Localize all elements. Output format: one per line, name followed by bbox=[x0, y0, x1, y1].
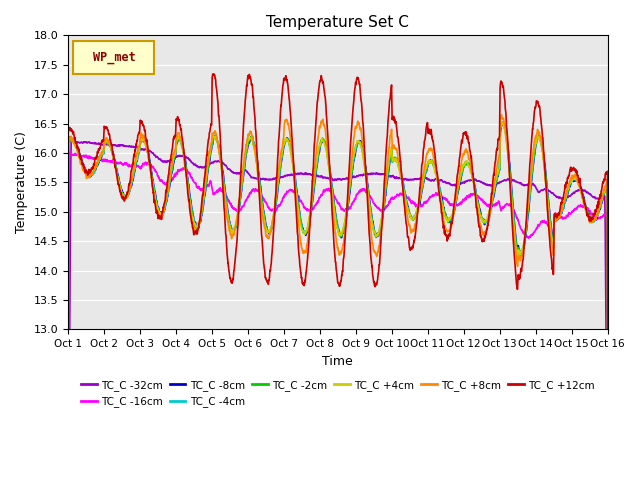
Line: TC_C -4cm: TC_C -4cm bbox=[68, 123, 608, 329]
TC_C -2cm bbox=[236, 202, 243, 208]
TC_C -32cm bbox=[441, 179, 449, 185]
TC_C +4cm bbox=[64, 326, 72, 332]
TC_C -8cm bbox=[64, 326, 72, 332]
Line: TC_C -2cm: TC_C -2cm bbox=[68, 122, 608, 329]
TC_C -8cm bbox=[470, 177, 477, 182]
TC_C -32cm bbox=[236, 170, 243, 176]
TC_C +8cm bbox=[236, 197, 243, 203]
TC_C -8cm bbox=[604, 326, 612, 332]
TC_C -2cm bbox=[64, 326, 72, 332]
Y-axis label: Temperature (C): Temperature (C) bbox=[15, 132, 28, 233]
TC_C -16cm bbox=[236, 206, 243, 212]
TC_C -2cm bbox=[604, 326, 612, 332]
Text: WP_met: WP_met bbox=[93, 51, 135, 64]
Line: TC_C -16cm: TC_C -16cm bbox=[68, 151, 608, 329]
TC_C -8cm bbox=[236, 206, 243, 212]
Line: TC_C -8cm: TC_C -8cm bbox=[68, 123, 608, 329]
Line: TC_C +4cm: TC_C +4cm bbox=[68, 122, 608, 329]
TC_C -16cm bbox=[470, 191, 477, 197]
Title: Temperature Set C: Temperature Set C bbox=[266, 15, 410, 30]
TC_C -4cm bbox=[604, 326, 612, 332]
X-axis label: Time: Time bbox=[323, 355, 353, 368]
TC_C +8cm bbox=[509, 224, 517, 230]
TC_C -4cm bbox=[440, 208, 448, 214]
TC_C -16cm bbox=[67, 148, 75, 154]
TC_C +4cm bbox=[499, 119, 506, 125]
TC_C -4cm bbox=[509, 210, 517, 216]
TC_C -32cm bbox=[441, 179, 449, 184]
Line: TC_C +12cm: TC_C +12cm bbox=[68, 74, 608, 329]
TC_C +12cm bbox=[64, 326, 72, 332]
TC_C -32cm bbox=[470, 177, 477, 183]
TC_C +4cm bbox=[236, 201, 243, 206]
TC_C -32cm bbox=[406, 177, 414, 183]
TC_C -32cm bbox=[64, 326, 72, 332]
TC_C +12cm bbox=[406, 246, 414, 252]
TC_C -16cm bbox=[441, 196, 449, 202]
TC_C -4cm bbox=[406, 212, 414, 217]
TC_C +4cm bbox=[406, 213, 414, 218]
TC_C +12cm bbox=[509, 240, 517, 246]
TC_C +4cm bbox=[440, 212, 448, 217]
TC_C -2cm bbox=[441, 210, 449, 216]
TC_C -4cm bbox=[64, 326, 72, 332]
TC_C -16cm bbox=[441, 196, 449, 202]
Line: TC_C +8cm: TC_C +8cm bbox=[68, 115, 608, 329]
TC_C -8cm bbox=[441, 211, 449, 216]
TC_C -8cm bbox=[499, 120, 507, 126]
TC_C -16cm bbox=[406, 197, 414, 203]
TC_C +12cm bbox=[441, 231, 449, 237]
TC_C -32cm bbox=[509, 178, 517, 183]
TC_C -2cm bbox=[509, 213, 517, 218]
TC_C +4cm bbox=[441, 212, 449, 217]
TC_C -8cm bbox=[440, 209, 448, 215]
TC_C -2cm bbox=[470, 178, 477, 184]
TC_C +4cm bbox=[470, 179, 477, 184]
TC_C -8cm bbox=[406, 213, 414, 219]
TC_C +12cm bbox=[604, 326, 612, 332]
TC_C -8cm bbox=[509, 209, 517, 215]
TC_C -16cm bbox=[64, 326, 72, 332]
TC_C -16cm bbox=[509, 206, 517, 212]
TC_C +4cm bbox=[604, 326, 612, 332]
Line: TC_C -32cm: TC_C -32cm bbox=[68, 141, 608, 329]
TC_C -16cm bbox=[604, 326, 612, 332]
TC_C +8cm bbox=[441, 223, 449, 229]
TC_C +8cm bbox=[604, 326, 612, 332]
TC_C -2cm bbox=[406, 213, 414, 218]
TC_C +12cm bbox=[441, 228, 449, 233]
FancyBboxPatch shape bbox=[74, 41, 154, 73]
TC_C +8cm bbox=[406, 224, 414, 229]
TC_C -4cm bbox=[470, 177, 477, 183]
TC_C +12cm bbox=[210, 71, 218, 77]
TC_C +8cm bbox=[440, 222, 448, 228]
TC_C -4cm bbox=[441, 209, 449, 215]
TC_C +8cm bbox=[497, 112, 505, 118]
TC_C +8cm bbox=[470, 179, 477, 184]
TC_C +4cm bbox=[509, 218, 517, 224]
Legend: TC_C -32cm, TC_C -16cm, TC_C -8cm, TC_C -4cm, TC_C -2cm, TC_C +4cm, TC_C +8cm, T: TC_C -32cm, TC_C -16cm, TC_C -8cm, TC_C … bbox=[77, 376, 599, 411]
TC_C +8cm bbox=[64, 326, 72, 332]
TC_C -2cm bbox=[440, 210, 448, 216]
TC_C -32cm bbox=[604, 326, 612, 332]
TC_C -4cm bbox=[236, 203, 243, 209]
TC_C -32cm bbox=[70, 138, 77, 144]
TC_C -2cm bbox=[499, 119, 506, 125]
TC_C -4cm bbox=[499, 120, 506, 126]
TC_C +12cm bbox=[470, 176, 477, 182]
TC_C +12cm bbox=[236, 195, 243, 201]
